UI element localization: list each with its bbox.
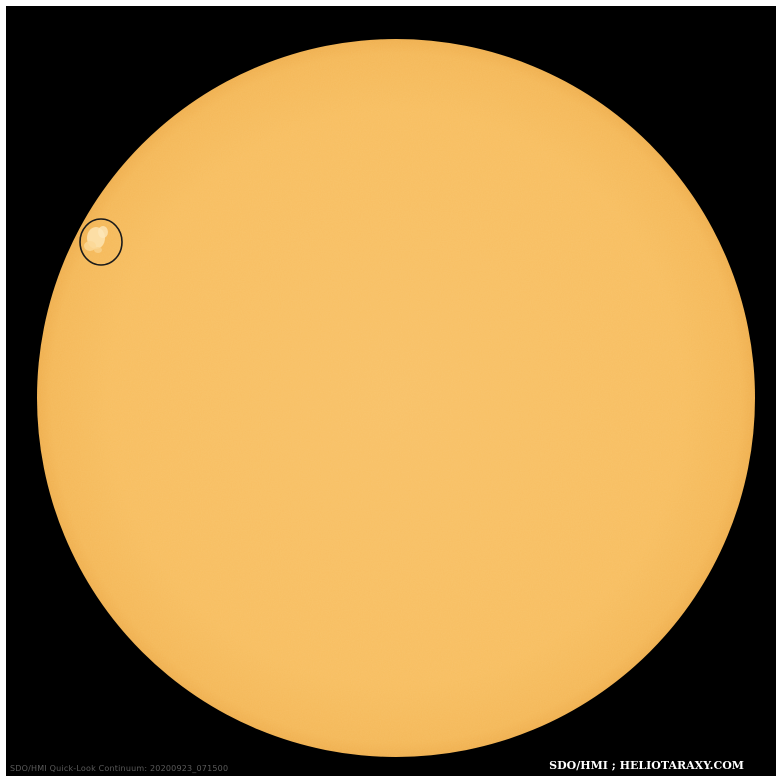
sun-granulation — [37, 39, 755, 757]
facular-region — [84, 226, 108, 253]
instrument-caption: SDO/HMI Quick-Look Continuum: 20200923_0… — [10, 764, 229, 773]
solar-disk-image — [6, 6, 776, 776]
credit-caption: SDO/HMI ; HELIOTARAXY.COM — [549, 759, 744, 772]
marker-circle — [79, 218, 123, 266]
image-frame: SDO/HMI Quick-Look Continuum: 20200923_0… — [6, 6, 776, 776]
